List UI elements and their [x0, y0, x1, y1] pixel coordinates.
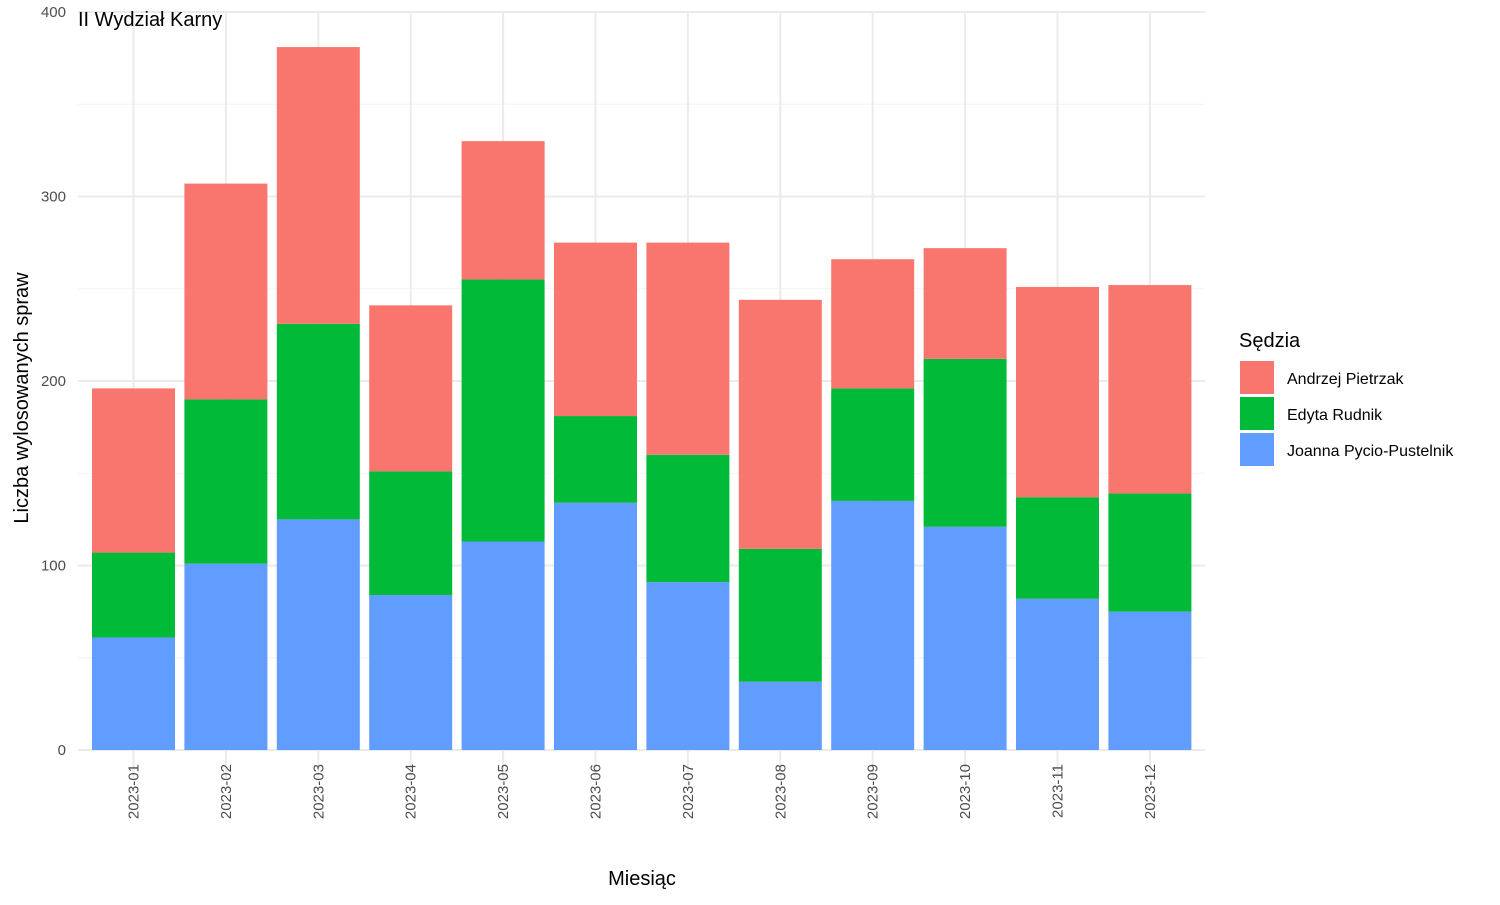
bar-segment	[646, 582, 730, 750]
bar-segment	[831, 388, 915, 501]
y-axis-ticks: 0 100 200 300 400	[41, 4, 66, 759]
bar-segment	[554, 242, 637, 417]
bar-segment	[461, 141, 545, 280]
legend-swatch	[1240, 433, 1274, 466]
bar-segment	[1108, 493, 1192, 612]
x-axis-title: Miesiąc	[608, 868, 676, 890]
bar-segment	[554, 502, 637, 750]
y-tick-label: 300	[41, 189, 66, 206]
bar-segment	[184, 563, 268, 750]
bar-segment	[1016, 598, 1099, 750]
bar-segment	[369, 595, 453, 750]
legend-title: Sędzia	[1239, 330, 1301, 352]
bar-segment	[276, 519, 360, 750]
bar-segment	[646, 242, 730, 455]
y-tick-label: 200	[41, 373, 66, 390]
x-tick-label: 2023-08	[772, 764, 789, 819]
y-tick-label: 400	[41, 4, 66, 21]
bar-segment	[923, 526, 1007, 750]
bar-segment	[184, 183, 268, 400]
y-tick-label: 0	[58, 742, 66, 759]
x-axis-ticks: 2023-01 2023-02 2023-03 2023-04 2023-05 2023-…	[126, 764, 1159, 819]
x-tick-label: 2023-12	[1142, 764, 1159, 819]
bar-segment	[831, 500, 915, 750]
x-tick-label: 2023-01	[126, 764, 143, 819]
bar-segment	[184, 399, 268, 564]
x-tick-label: 2023-03	[310, 764, 327, 819]
legend-label: Andrzej Pietrzak	[1287, 371, 1404, 388]
x-tick-label: 2023-11	[1050, 764, 1067, 818]
bar-segment	[738, 681, 822, 750]
bar-segment	[92, 552, 175, 638]
bar-segment	[923, 248, 1007, 359]
bar-segment	[1016, 497, 1099, 599]
bar-segment	[369, 305, 453, 472]
bar-segment	[831, 259, 915, 389]
bar-segment	[92, 637, 175, 750]
x-tick-label: 2023-10	[957, 764, 974, 819]
x-tick-label: 2023-06	[588, 764, 605, 819]
x-tick-label: 2023-05	[495, 764, 512, 819]
x-tick-label: 2023-09	[865, 764, 882, 819]
bar-segment	[738, 299, 822, 549]
y-tick-label: 100	[41, 558, 66, 575]
bar-segment	[369, 471, 453, 596]
x-tick-label: 2023-02	[218, 764, 235, 819]
bar-segment	[276, 323, 360, 520]
x-tick-label: 2023-07	[680, 764, 697, 819]
y-axis-title: Liczba wylosowanych spraw	[11, 272, 33, 524]
legend-label: Edyta Rudnik	[1287, 407, 1383, 424]
x-tick-label: 2023-04	[403, 764, 420, 819]
legend-label: Joanna Pycio-Pustelnik	[1287, 443, 1454, 460]
bars	[92, 47, 1192, 750]
legend-swatch	[1240, 361, 1274, 394]
bar-segment	[554, 416, 637, 503]
bar-segment	[461, 541, 545, 750]
bar-segment	[92, 388, 175, 553]
bar-segment	[1016, 286, 1099, 498]
bar-segment	[276, 47, 360, 324]
bar-segment	[1108, 285, 1192, 494]
legend: Sędzia Andrzej Pietrzak Edyta Rudnik Joann…	[1239, 330, 1454, 466]
bar-segment	[1108, 611, 1192, 750]
bar-segment	[461, 279, 545, 542]
bar-segment	[923, 358, 1007, 527]
bar-segment	[646, 454, 730, 583]
bar-segment	[738, 548, 822, 682]
legend-swatch	[1240, 397, 1274, 430]
chart-title: II Wydział Karny	[78, 9, 222, 31]
